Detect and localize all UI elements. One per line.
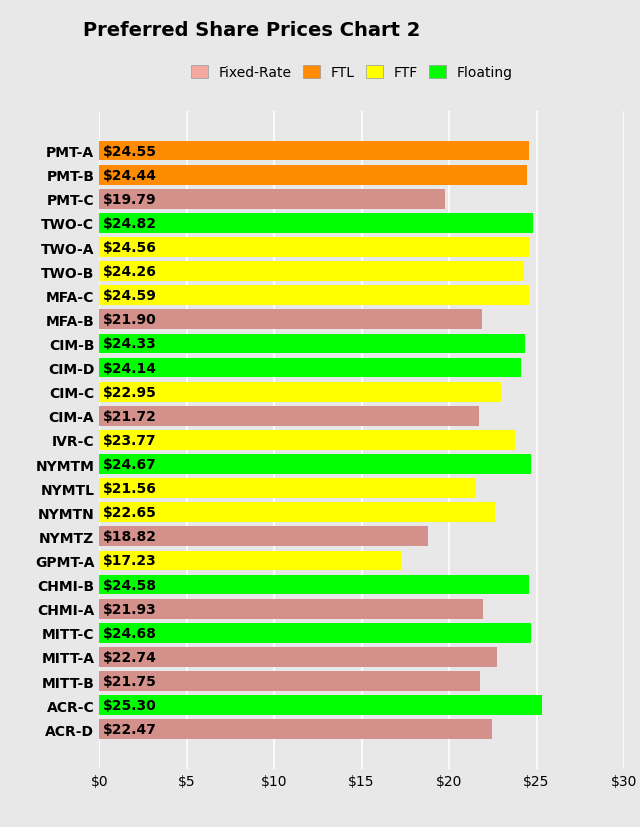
Bar — [99, 551, 401, 571]
Bar — [99, 334, 525, 354]
Bar — [99, 358, 522, 378]
Bar — [99, 213, 533, 233]
Bar — [99, 165, 527, 185]
Text: $22.95: $22.95 — [102, 385, 157, 399]
Bar — [99, 262, 524, 282]
Text: $21.72: $21.72 — [102, 409, 157, 423]
Bar — [99, 286, 529, 306]
Text: $23.77: $23.77 — [102, 433, 156, 447]
Bar — [99, 648, 497, 667]
Text: $18.82: $18.82 — [102, 530, 157, 543]
Bar — [99, 406, 479, 426]
Bar — [99, 479, 476, 499]
Text: $24.67: $24.67 — [102, 457, 156, 471]
Text: $22.65: $22.65 — [102, 505, 157, 519]
Text: $24.44: $24.44 — [102, 169, 157, 183]
Text: $21.56: $21.56 — [102, 481, 157, 495]
Bar — [99, 310, 483, 330]
Bar — [99, 431, 515, 450]
Text: $17.23: $17.23 — [102, 554, 156, 568]
Text: $24.33: $24.33 — [102, 337, 156, 351]
Text: $22.74: $22.74 — [102, 650, 157, 664]
Legend: Fixed-Rate, FTL, FTF, Floating: Fixed-Rate, FTL, FTF, Floating — [186, 60, 518, 86]
Text: $24.55: $24.55 — [102, 145, 157, 159]
Bar — [99, 575, 529, 595]
Bar — [99, 672, 480, 691]
Text: $22.47: $22.47 — [102, 722, 157, 736]
Text: $24.68: $24.68 — [102, 626, 157, 640]
Text: Preferred Share Prices Chart 2: Preferred Share Prices Chart 2 — [83, 21, 420, 40]
Text: $19.79: $19.79 — [102, 193, 156, 207]
Bar — [99, 624, 531, 643]
Text: $25.30: $25.30 — [102, 698, 156, 712]
Bar — [99, 719, 492, 739]
Text: $24.58: $24.58 — [102, 578, 157, 592]
Bar — [99, 503, 495, 523]
Text: $21.90: $21.90 — [102, 313, 156, 327]
Text: $24.56: $24.56 — [102, 241, 157, 255]
Text: $24.82: $24.82 — [102, 217, 157, 231]
Bar — [99, 189, 445, 209]
Bar — [99, 238, 529, 257]
Bar — [99, 696, 542, 715]
Bar — [99, 599, 483, 619]
Text: $21.93: $21.93 — [102, 602, 156, 616]
Bar — [99, 527, 428, 547]
Bar — [99, 455, 531, 475]
Text: $24.14: $24.14 — [102, 361, 157, 375]
Text: $24.26: $24.26 — [102, 265, 157, 279]
Text: $21.75: $21.75 — [102, 674, 157, 688]
Bar — [99, 382, 500, 402]
Bar — [99, 141, 529, 161]
Text: $24.59: $24.59 — [102, 289, 157, 303]
